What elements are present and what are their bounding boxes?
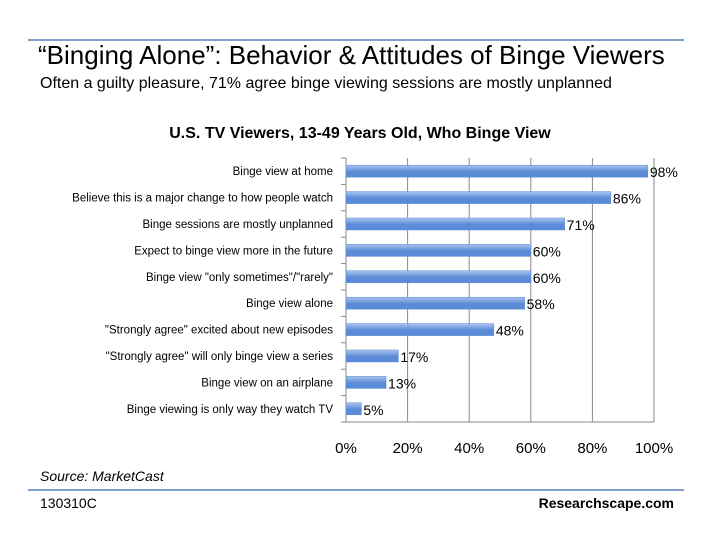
x-tick-label: 100% (635, 440, 673, 457)
value-label: 98% (650, 164, 678, 180)
category-label: Binge view on an airplane (201, 377, 333, 389)
value-label: 71% (567, 217, 595, 233)
slide-code: 130310C (40, 495, 97, 511)
x-tick-label: 80% (577, 440, 607, 457)
category-label: Binge view "only sometimes"/"rarely" (146, 272, 333, 284)
category-label: Binge view at home (233, 166, 333, 178)
category-label: "Strongly agree" excited about new episo… (105, 325, 333, 337)
slide-subtitle: Often a guilty pleasure, 71% agree binge… (40, 75, 612, 92)
bar (345, 217, 565, 231)
value-label: 60% (533, 243, 561, 259)
value-label: 13% (388, 375, 416, 391)
bar (345, 349, 399, 363)
x-tick-label: 40% (454, 440, 484, 457)
chart-title: U.S. TV Viewers, 13-49 Years Old, Who Bi… (169, 125, 551, 142)
category-label: Believe this is a major change to how pe… (72, 193, 333, 205)
bars (345, 164, 649, 416)
source-note: Source: MarketCast (40, 468, 164, 484)
value-labels: 98% 86% 71% 60% 60% 58%48% 17% 13% 5% (363, 164, 677, 418)
value-label: 17% (400, 349, 428, 365)
value-label: 60% (533, 270, 561, 286)
bar (345, 296, 525, 310)
value-label: 58% (527, 296, 555, 312)
bar (345, 402, 362, 416)
x-tick-label: 20% (393, 440, 423, 457)
bar (345, 191, 612, 204)
bottom-rule (28, 489, 684, 491)
category-label: Binge viewing is only way they watch TV (127, 404, 334, 416)
x-tick-label: 0% (335, 440, 357, 457)
value-label: 5% (363, 402, 383, 418)
x-axis-ticks: 0% 20% 40% 60% 80% 100% (335, 440, 673, 457)
top-rule (28, 39, 684, 41)
brand-label: Researchscape.com (538, 495, 674, 511)
bar (345, 270, 532, 284)
bar-chart: U.S. TV Viewers, 13-49 Years Old, Who Bi… (72, 125, 678, 457)
value-label: 86% (613, 191, 641, 207)
bar (345, 244, 532, 257)
category-label: Binge view alone (246, 298, 333, 310)
bar (345, 376, 387, 389)
category-label: "Strongly agree" will only binge view a … (106, 351, 334, 363)
bar (345, 323, 495, 336)
category-label: Binge sessions are mostly unplanned (142, 219, 333, 231)
slide-title: “Binging Alone”: Behavior & Attitudes of… (38, 40, 665, 70)
x-tick-label: 60% (516, 440, 546, 457)
category-labels: Binge view at home Believe this is a majo… (72, 166, 333, 416)
bar (345, 164, 649, 178)
value-label: 48% (496, 323, 524, 339)
category-label: Expect to binge view more in the future (134, 245, 333, 257)
